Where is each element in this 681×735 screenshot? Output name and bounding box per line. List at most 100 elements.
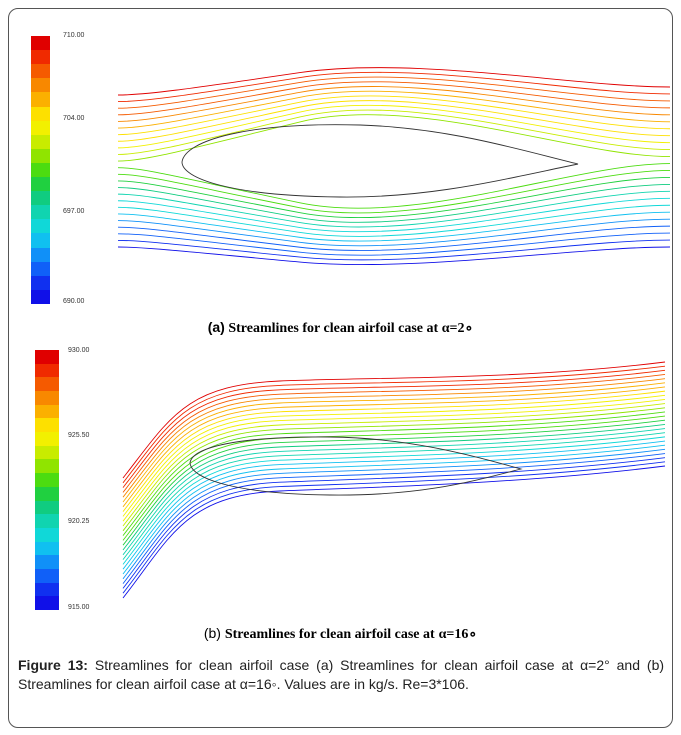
figure-frame xyxy=(8,8,673,728)
streamline xyxy=(122,378,666,498)
colorbar-segment xyxy=(31,92,50,107)
streamline xyxy=(122,374,666,493)
streamline xyxy=(117,81,671,116)
streamline xyxy=(117,114,671,162)
colorbar-segment xyxy=(35,404,59,419)
colorbar-segment xyxy=(35,541,59,556)
streamline xyxy=(122,398,666,522)
streamline xyxy=(122,440,666,570)
colorbar-segment xyxy=(35,514,59,529)
streamline xyxy=(117,204,671,237)
colorbar-segment xyxy=(31,36,50,51)
streamline xyxy=(117,100,671,142)
colorbar-b-max-label: 930.00 xyxy=(68,347,90,354)
figure-caption: Figure 13: Streamlines for clean airfoil… xyxy=(18,656,664,694)
streamline xyxy=(117,86,671,122)
streamline xyxy=(122,423,666,551)
colorbar-segment xyxy=(31,78,50,93)
streamline-plot-a xyxy=(117,67,671,265)
caption-b-prefix: (b) xyxy=(203,625,221,641)
streamline xyxy=(117,95,671,136)
colorbar-b-mid-high-label: 925.50 xyxy=(68,432,90,439)
streamline xyxy=(117,246,671,265)
airfoil-outline xyxy=(189,436,523,496)
colorbar-b-min-label: 915.00 xyxy=(68,604,90,611)
colorbar-segment xyxy=(31,247,50,263)
streamline xyxy=(122,428,666,556)
colorbar-segment xyxy=(31,289,50,305)
colorbar-segment xyxy=(35,527,59,543)
figure-caption-text: Streamlines for clean airfoil case (a) S… xyxy=(18,657,665,692)
streamline xyxy=(122,407,666,532)
colorbar-a-mid-low-label: 697.00 xyxy=(63,208,85,215)
streamline xyxy=(117,67,671,96)
streamline xyxy=(117,176,671,219)
streamline xyxy=(117,218,671,247)
colorbar-segment xyxy=(35,363,59,378)
caption-a-prefix: (a) xyxy=(207,319,225,335)
colorbar-segment xyxy=(31,205,50,220)
airfoil-outline xyxy=(181,124,579,198)
caption-a: (a) Streamlines for clean airfoil case a… xyxy=(0,319,681,337)
colorbar-segment xyxy=(35,350,59,365)
colorbar-segment xyxy=(31,162,50,178)
streamline xyxy=(117,190,671,228)
colorbar-segment xyxy=(31,148,50,164)
streamline xyxy=(117,104,671,149)
streamline xyxy=(122,369,666,488)
streamline xyxy=(122,461,666,594)
colorbar-segment xyxy=(35,445,59,460)
caption-b-angle: α=16∘ xyxy=(438,627,478,642)
colorbar-segment xyxy=(35,459,59,474)
streamline xyxy=(117,197,671,233)
colorbar-segment xyxy=(31,219,50,234)
streamline xyxy=(122,457,666,589)
colorbar-segment xyxy=(31,275,50,291)
colorbar-segment xyxy=(35,432,59,447)
streamline xyxy=(122,436,666,565)
streamline xyxy=(122,432,666,560)
streamline xyxy=(117,232,671,256)
streamline xyxy=(122,382,666,503)
colorbar-segment xyxy=(31,233,50,249)
colorbar-segment xyxy=(35,555,59,570)
streamline xyxy=(122,361,666,479)
streamline xyxy=(122,386,666,508)
streamline xyxy=(122,365,666,484)
colorbar-segment xyxy=(31,64,50,79)
streamline xyxy=(117,90,671,129)
colorbar-segment xyxy=(35,473,59,488)
colorbar-a xyxy=(31,36,50,305)
caption-b-text: Streamlines for clean airfoil case at xyxy=(224,627,435,642)
streamline xyxy=(117,76,671,109)
colorbar-a-mid-high-label: 704.00 xyxy=(63,115,85,122)
streamline xyxy=(117,211,671,242)
colorbar-segment xyxy=(31,120,50,136)
colorbar-segment xyxy=(31,134,50,150)
colorbar-segment xyxy=(35,377,59,392)
streamline-plot-b xyxy=(122,361,666,599)
streamline xyxy=(122,390,666,512)
streamline xyxy=(117,71,671,103)
colorbar-segment xyxy=(35,568,59,584)
streamline xyxy=(122,403,666,527)
caption-a-angle: α=2∘ xyxy=(441,321,474,336)
colorbar-segment xyxy=(35,418,59,433)
figure-caption-label: Figure 13: xyxy=(18,657,88,673)
streamline xyxy=(117,109,671,155)
streamline xyxy=(122,411,666,536)
colorbar-segment xyxy=(31,261,50,277)
colorbar-a-max-label: 710.00 xyxy=(63,32,85,39)
streamline xyxy=(117,163,671,209)
colorbar-segment xyxy=(35,500,59,515)
streamline xyxy=(117,183,671,223)
colorbar-a-min-label: 690.00 xyxy=(63,298,85,305)
caption-a-text: Streamlines for clean airfoil case at xyxy=(228,321,439,336)
streamline xyxy=(122,419,666,546)
streamline xyxy=(122,444,666,575)
colorbar-segment xyxy=(35,391,59,406)
streamline xyxy=(117,239,671,261)
streamline xyxy=(122,448,666,580)
colorbar-segment xyxy=(31,106,50,122)
colorbar-b xyxy=(35,350,59,611)
